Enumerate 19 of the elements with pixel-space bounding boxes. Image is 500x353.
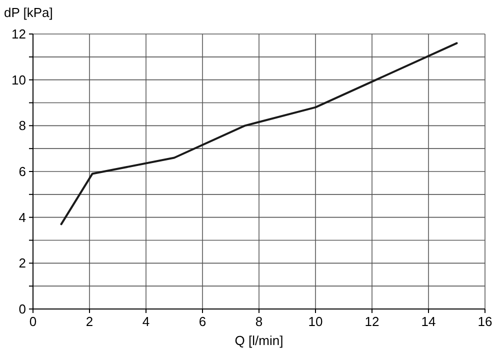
x-axis-title: Q [l/min]	[234, 333, 284, 348]
x-tick-label: 2	[86, 314, 94, 329]
y-tick-label: 4	[18, 210, 26, 225]
x-tick-label: 8	[255, 314, 263, 329]
y-tick-label: 2	[18, 256, 26, 271]
x-tick-label: 14	[421, 314, 436, 329]
y-tick-label: 8	[18, 118, 26, 134]
y-tick-label: 0	[18, 302, 26, 316]
x-tick-label: 0	[29, 314, 37, 329]
line-series	[60, 42, 458, 226]
y-tick-label: 6	[18, 164, 26, 179]
x-tick-label: 4	[142, 314, 150, 329]
x-tick-label: 12	[364, 314, 380, 329]
x-tick-label: 6	[198, 314, 206, 329]
x-tick-label: 16	[478, 314, 492, 329]
y-tick-label: 12	[12, 26, 26, 42]
x-tick-label: 10	[308, 314, 323, 329]
y-tick-label: 10	[12, 72, 26, 88]
y-axis-title: dP [kPa]	[4, 5, 53, 20]
